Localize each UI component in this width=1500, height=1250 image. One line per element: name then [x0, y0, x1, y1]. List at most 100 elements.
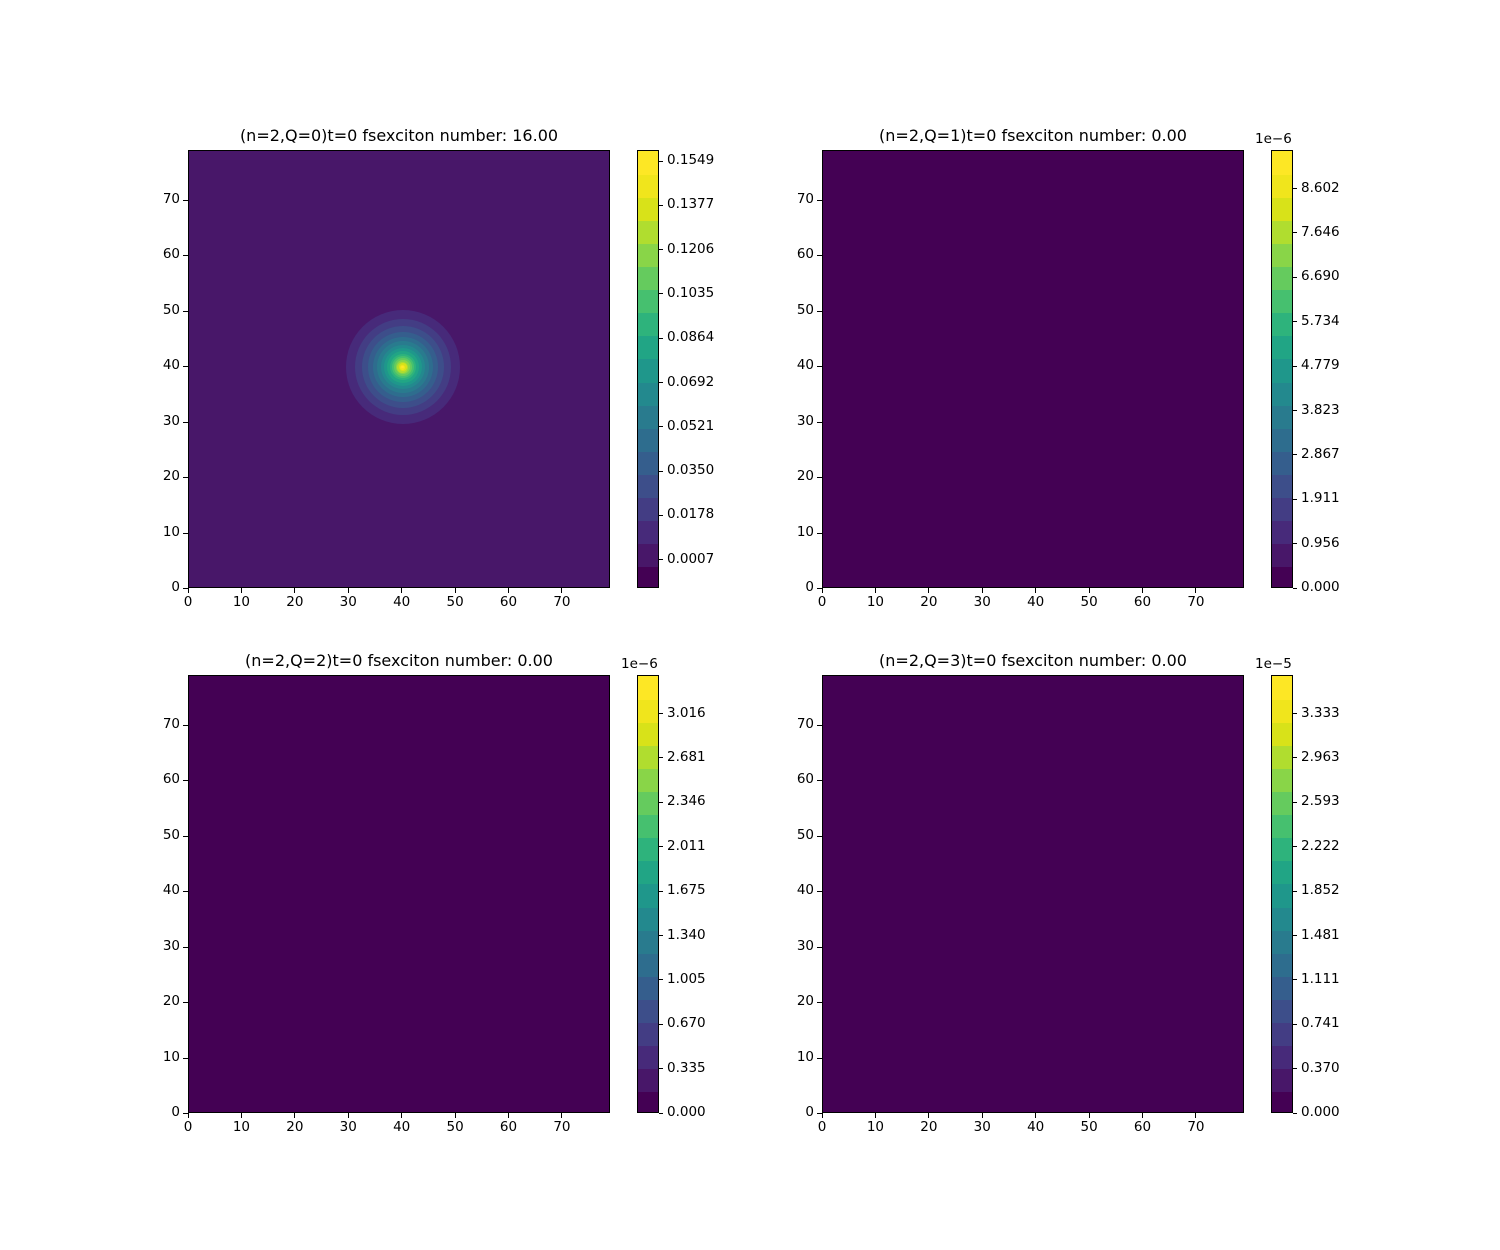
- x-tick-mark: [821, 1113, 823, 1118]
- colorbar-tick-mark: [1293, 979, 1297, 981]
- y-tick-mark: [817, 366, 822, 368]
- x-tick-label: 10: [232, 1119, 250, 1135]
- colorbar-tick-mark: [659, 426, 663, 428]
- colorbar-tick-mark: [1293, 1023, 1297, 1025]
- y-tick-label: 20: [796, 993, 814, 1010]
- x-tick-mark: [1088, 588, 1090, 593]
- colorbar-band: [638, 496, 658, 521]
- x-tick-label: 70: [553, 594, 571, 610]
- y-tick-label: 20: [796, 468, 814, 485]
- x-tick-mark: [928, 1113, 930, 1118]
- y-tick-mark: [817, 1057, 822, 1059]
- x-tick-label: 30: [973, 594, 991, 610]
- colorbar-tick-label: 7.646: [1301, 223, 1340, 240]
- x-tick-label: 10: [232, 594, 250, 610]
- colorbar-band: [638, 1067, 658, 1092]
- x-tick-mark: [821, 588, 823, 593]
- y-tick-label: 0: [171, 1104, 180, 1120]
- colorbar-band: [638, 450, 658, 475]
- colorbar-band: [638, 699, 658, 724]
- colorbar-band: [1272, 883, 1292, 908]
- y-tick-label: 60: [162, 246, 180, 263]
- colorbar-band: [638, 404, 658, 429]
- subplot-title: (n=2,Q=1)t=0 fsexciton number: 0.00: [879, 126, 1187, 145]
- colorbar-band: [1272, 699, 1292, 724]
- colorbar-band: [638, 860, 658, 885]
- colorbar-band: [1272, 1021, 1292, 1046]
- y-tick-mark: [183, 1113, 188, 1114]
- y-tick-label: 30: [162, 937, 180, 954]
- colorbar-tick-label: 4.779: [1301, 357, 1340, 374]
- colorbar-band: [1272, 335, 1292, 360]
- x-tick-label: 50: [446, 1119, 464, 1135]
- colorbar-tick-mark: [659, 757, 663, 759]
- colorbar-band: [1272, 542, 1292, 567]
- y-tick-label: 60: [162, 771, 180, 788]
- y-tick-label: 10: [796, 523, 814, 540]
- colorbar-tick-mark: [659, 160, 663, 162]
- y-tick-mark: [183, 1057, 188, 1059]
- colorbar-tick-mark: [1293, 232, 1297, 234]
- y-tick-mark: [183, 532, 188, 534]
- colorbar-tick-mark: [1293, 846, 1297, 848]
- colorbar-band: [638, 266, 658, 291]
- colorbar-band: [638, 837, 658, 862]
- x-tick-mark: [187, 588, 189, 593]
- colorbar-band: [638, 929, 658, 954]
- colorbar-band: [638, 565, 658, 587]
- colorbar-band: [1272, 197, 1292, 222]
- x-tick-label: 20: [286, 594, 304, 610]
- colorbar-band: [1272, 745, 1292, 770]
- colorbar-band: [638, 542, 658, 567]
- colorbar-band: [638, 1090, 658, 1112]
- x-tick-mark: [294, 1113, 296, 1118]
- colorbar-tick-label: 1.005: [667, 970, 706, 987]
- colorbar-tick-mark: [1293, 757, 1297, 759]
- colorbar-tick-label: 0.1377: [667, 196, 715, 213]
- colorbar-band: [1272, 814, 1292, 839]
- x-tick-label: 50: [1080, 1119, 1098, 1135]
- x-tick-mark: [240, 588, 242, 593]
- colorbar-tick-mark: [1293, 935, 1297, 936]
- colorbar-tick-mark: [1293, 713, 1297, 714]
- colorbar-band: [1272, 496, 1292, 521]
- y-tick-mark: [817, 588, 822, 589]
- colorbar-tick-label: 0.000: [667, 1104, 706, 1120]
- colorbar-tick-label: 6.690: [1301, 268, 1340, 285]
- y-tick-mark: [183, 199, 188, 201]
- colorbar-band: [638, 427, 658, 452]
- colorbar-tick-label: 0.0007: [667, 550, 715, 567]
- colorbar-band: [1272, 312, 1292, 337]
- colorbar-tick-label: 0.1206: [667, 240, 715, 257]
- y-tick-label: 50: [162, 301, 180, 318]
- heatmap-axes: [822, 150, 1244, 588]
- colorbar-tick-mark: [1293, 1068, 1297, 1070]
- y-tick-label: 70: [162, 715, 180, 732]
- x-tick-label: 50: [446, 594, 464, 610]
- colorbar-tick-mark: [1293, 498, 1297, 500]
- colorbar-band: [638, 814, 658, 839]
- colorbar-band: [638, 151, 658, 176]
- colorbar-band: [638, 381, 658, 406]
- colorbar-tick-mark: [1293, 1112, 1297, 1114]
- colorbar-band: [638, 722, 658, 747]
- colorbar-band: [1272, 404, 1292, 429]
- colorbar-tick-mark: [659, 382, 663, 383]
- colorbar-band: [1272, 427, 1292, 452]
- colorbar-tick-label: 0.0864: [667, 329, 715, 346]
- y-tick-label: 40: [162, 357, 180, 374]
- x-tick-label: 20: [920, 594, 938, 610]
- colorbar-tick-mark: [1293, 587, 1297, 589]
- x-tick-mark: [561, 1113, 563, 1118]
- x-tick-mark: [240, 1113, 242, 1118]
- x-tick-mark: [874, 1113, 876, 1118]
- x-tick-label: 0: [183, 1119, 193, 1135]
- y-tick-mark: [817, 310, 822, 312]
- x-tick-mark: [1195, 1113, 1197, 1118]
- subplot-title: (n=2,Q=2)t=0 fsexciton number: 0.00: [245, 651, 553, 670]
- x-tick-mark: [294, 588, 296, 593]
- colorbar-tick-label: 0.956: [1301, 534, 1340, 551]
- x-tick-label: 10: [866, 1119, 884, 1135]
- heatmap-axes: [822, 675, 1244, 1113]
- y-tick-label: 0: [805, 579, 814, 595]
